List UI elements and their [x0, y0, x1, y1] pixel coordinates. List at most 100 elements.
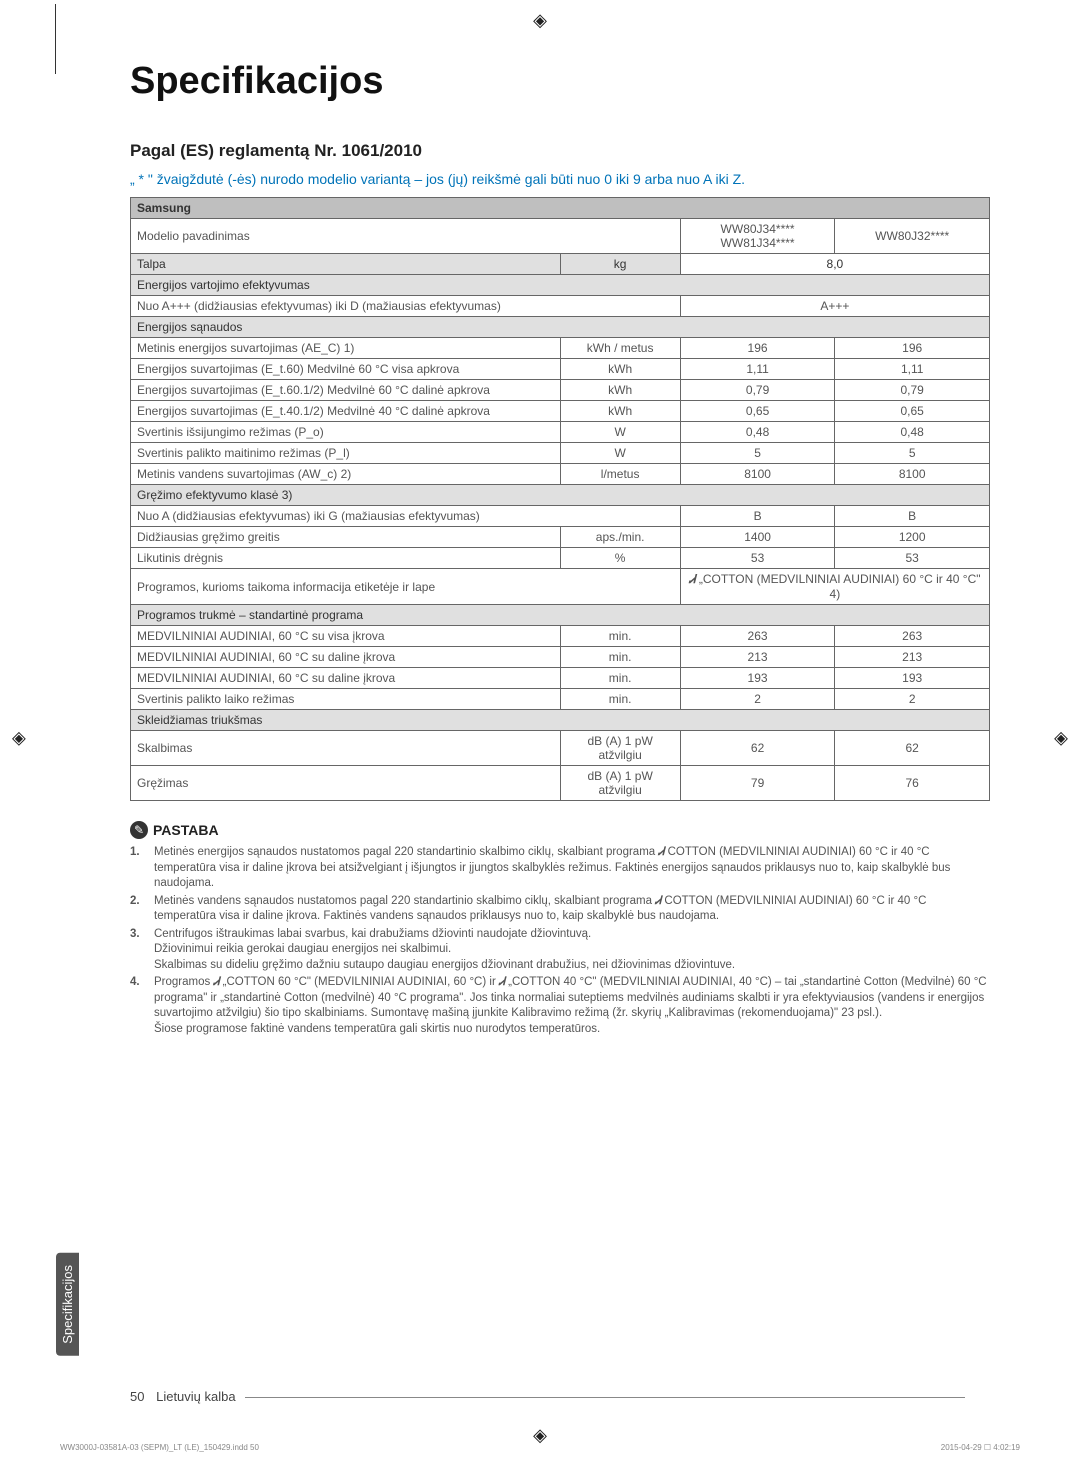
consumption-section: Energijos sąnaudos [131, 317, 990, 338]
row-value-b: 76 [835, 766, 990, 801]
table-row: Didžiausias gręžimo greitis aps./min. 14… [131, 527, 990, 548]
row-label: Svertinis palikto maitinimo režimas (P_l… [131, 443, 561, 464]
model-b: WW80J32**** [835, 219, 990, 254]
table-row: Energijos suvartojimas (E_t.60) Medvilnė… [131, 359, 990, 380]
row-label: Likutinis drėgnis [131, 548, 561, 569]
table-row: Svertinis palikto laiko režimas min. 2 2 [131, 689, 990, 710]
row-value-a: 193 [680, 668, 835, 689]
row-value-b: 2 [835, 689, 990, 710]
cotton-icon: Ꮧ [689, 572, 695, 586]
row-value-a: 2 [680, 689, 835, 710]
row-unit: dB (A) 1 pW atžvilgiu [560, 766, 680, 801]
row-value-b: 5 [835, 443, 990, 464]
table-row: Programos, kurioms taikoma informacija e… [131, 569, 990, 605]
row-unit: % [560, 548, 680, 569]
note-item: 4.Programos Ꮧ „COTTON 60 °C" (MEDVILNINI… [130, 975, 990, 1037]
table-row: Modelio pavadinimas WW80J34**** WW81J34*… [131, 219, 990, 254]
note-number: 2. [130, 894, 144, 925]
row-label: MEDVILNINIAI AUDINIAI, 60 °C su daline į… [131, 647, 561, 668]
row-label: MEDVILNINIAI AUDINIAI, 60 °C su daline į… [131, 668, 561, 689]
table-row: Svertinis palikto maitinimo režimas (P_l… [131, 443, 990, 464]
table-row: Energijos suvartojimas (E_t.60.1/2) Medv… [131, 380, 990, 401]
row-unit: kWh [560, 401, 680, 422]
note-item: 2. Metinės vandens sąnaudos nustatomos pa… [130, 894, 990, 925]
row-unit: W [560, 443, 680, 464]
efficiency-label: Nuo A+++ (didžiausias efektyvumas) iki D… [131, 296, 681, 317]
row-label: Energijos suvartojimas (E_t.40.1/2) Medv… [131, 401, 561, 422]
row-value-a: 5 [680, 443, 835, 464]
row-value-b: 8100 [835, 464, 990, 485]
note-item: 3.Centrifugos ištraukimas labai svarbus,… [130, 927, 990, 974]
table-row: Gręžimas dB (A) 1 pW atžvilgiu 79 76 [131, 766, 990, 801]
print-filename: WW3000J-03581A-03 (SEPM)_LT (LE)_150429.… [60, 1443, 259, 1452]
row-label: Svertinis išsijungimo režimas (P_o) [131, 422, 561, 443]
note-header: ✎ PASTABA [130, 821, 219, 839]
cotton-icon: Ꮧ [499, 976, 505, 988]
model-label: Modelio pavadinimas [131, 219, 681, 254]
note-text: Metinės vandens sąnaudos nustatomos paga… [154, 894, 990, 925]
model-a: WW80J34**** WW81J34**** [680, 219, 835, 254]
row-value-a: 8100 [680, 464, 835, 485]
row-unit: aps./min. [560, 527, 680, 548]
row-value-b: 0,65 [835, 401, 990, 422]
row-label: Metinis energijos suvartojimas (AE_C) 1) [131, 338, 561, 359]
table-row: Likutinis drėgnis % 53 53 [131, 548, 990, 569]
row-unit: kWh [560, 380, 680, 401]
brand-cell: Samsung [131, 198, 990, 219]
row-value-a: 196 [680, 338, 835, 359]
notes-list: 1.Metinės energijos sąnaudos nustatomos … [130, 845, 990, 1037]
table-row: MEDVILNINIAI AUDINIAI, 60 °C su visa įkr… [131, 626, 990, 647]
row-value-a: B [680, 506, 835, 527]
row-value-b: 1,11 [835, 359, 990, 380]
note-title: PASTABA [153, 822, 219, 838]
row-label: Skalbimas [131, 731, 561, 766]
programs-text: „COTTON (MEDVILNINIAI AUDINIAI) 60 °C ir… [699, 572, 981, 601]
row-value-a: 1,11 [680, 359, 835, 380]
programs-label: Programos, kurioms taikoma informacija e… [131, 569, 681, 605]
table-section-header: Energijos vartojimo efektyvumas [131, 275, 990, 296]
row-value-a: 0,48 [680, 422, 835, 443]
print-timestamp: 2015-04-29 ☐ 4:02:19 [941, 1443, 1020, 1452]
row-value-b: 193 [835, 668, 990, 689]
footer-divider [245, 1397, 965, 1398]
specifications-table: Samsung Modelio pavadinimas WW80J34**** … [130, 197, 990, 801]
row-label: Metinis vandens suvartojimas (AW_c) 2) [131, 464, 561, 485]
registration-mark-right: ◈ [1054, 728, 1068, 749]
row-label: Nuo A (didžiausias efektyvumas) iki G (m… [131, 506, 681, 527]
row-label: Didžiausias gręžimo greitis [131, 527, 561, 548]
row-unit: min. [560, 626, 680, 647]
cotton-icon: Ꮧ [213, 976, 219, 988]
row-value-b: B [835, 506, 990, 527]
table-section-header: Programos trukmė – standartinė programa [131, 605, 990, 626]
note-icon: ✎ [130, 821, 148, 839]
table-row: Energijos suvartojimas (E_t.40.1/2) Medv… [131, 401, 990, 422]
row-label: Energijos suvartojimas (E_t.60.1/2) Medv… [131, 380, 561, 401]
row-label: MEDVILNINIAI AUDINIAI, 60 °C su visa įkr… [131, 626, 561, 647]
note-number: 4. [130, 975, 144, 1037]
programs-value: Ꮧ „COTTON (MEDVILNINIAI AUDINIAI) 60 °C … [680, 569, 989, 605]
table-section-header: Gręžimo efektyvumo klasė 3) [131, 485, 990, 506]
registration-mark-top: ◈ [533, 10, 547, 31]
row-unit: dB (A) 1 pW atžvilgiu [560, 731, 680, 766]
section-heading: Pagal (ES) reglamentą Nr. 1061/2010 [130, 141, 990, 161]
section-subtitle: „ * " žvaigždutė (-ės) nurodo modelio va… [130, 171, 990, 187]
row-label: Svertinis palikto laiko režimas [131, 689, 561, 710]
efficiency-value: A+++ [680, 296, 989, 317]
table-row: MEDVILNINIAI AUDINIAI, 60 °C su daline į… [131, 668, 990, 689]
duration-section: Programos trukmė – standartinė programa [131, 605, 990, 626]
row-value-a: 0,79 [680, 380, 835, 401]
registration-mark-left: ◈ [12, 728, 26, 749]
table-row: Nuo A+++ (didžiausias efektyvumas) iki D… [131, 296, 990, 317]
table-row: Nuo A (didžiausias efektyvumas) iki G (m… [131, 506, 990, 527]
row-unit: min. [560, 647, 680, 668]
capacity-unit: kg [560, 254, 680, 275]
footer-lang: Lietuvių kalba [156, 1389, 236, 1404]
note-item: 1.Metinės energijos sąnaudos nustatomos … [130, 845, 990, 892]
row-value-a: 53 [680, 548, 835, 569]
table-row: Svertinis išsijungimo režimas (P_o) W 0,… [131, 422, 990, 443]
note-text: Metinės energijos sąnaudos nustatomos pa… [154, 845, 990, 892]
crop-mark [55, 4, 56, 74]
row-value-a: 263 [680, 626, 835, 647]
row-value-a: 0,65 [680, 401, 835, 422]
row-label: Energijos suvartojimas (E_t.60) Medvilnė… [131, 359, 561, 380]
